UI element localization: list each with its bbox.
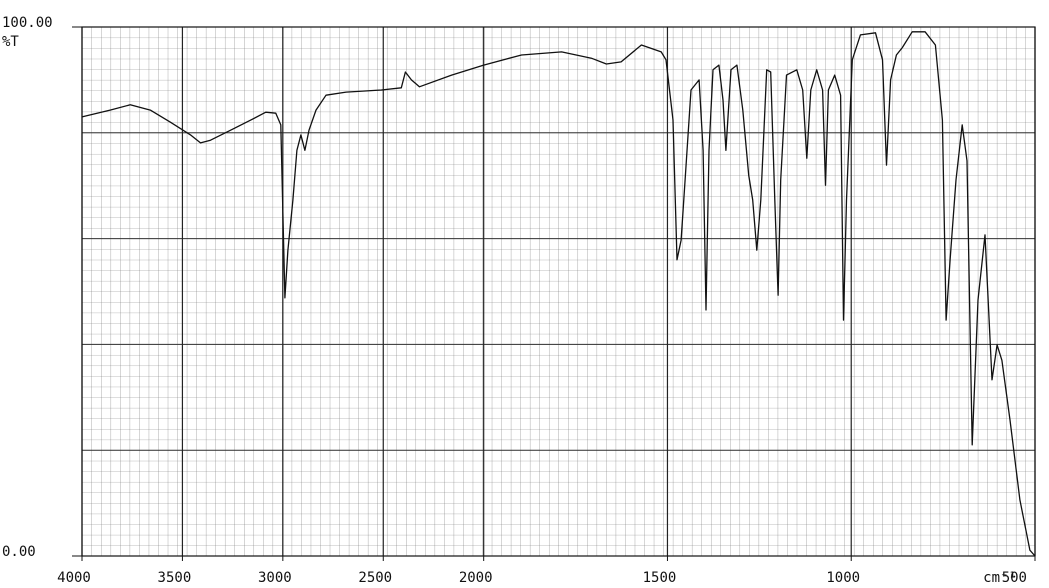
x-tick-label: 2000 [459, 570, 493, 586]
plot-frame [81, 26, 1036, 557]
y-tick-label: 100.00 [2, 15, 53, 31]
x-tick-label: 1500 [643, 570, 677, 586]
y-tick-label: 0.00 [2, 544, 36, 560]
x-tick-label: 500 [1002, 570, 1027, 586]
grid-pattern [82, 27, 1035, 556]
x-tick-label: 3500 [158, 570, 192, 586]
y-axis-label: %T [2, 34, 19, 50]
x-tick-label: 4000 [57, 570, 91, 586]
x-tick-label: 1000 [826, 570, 860, 586]
x-tick-label: 3000 [258, 570, 292, 586]
spectrum-line [81, 31, 1036, 557]
x-axis-label: cm⁻¹ [983, 570, 1017, 586]
x-tick-label: 2500 [358, 570, 392, 586]
